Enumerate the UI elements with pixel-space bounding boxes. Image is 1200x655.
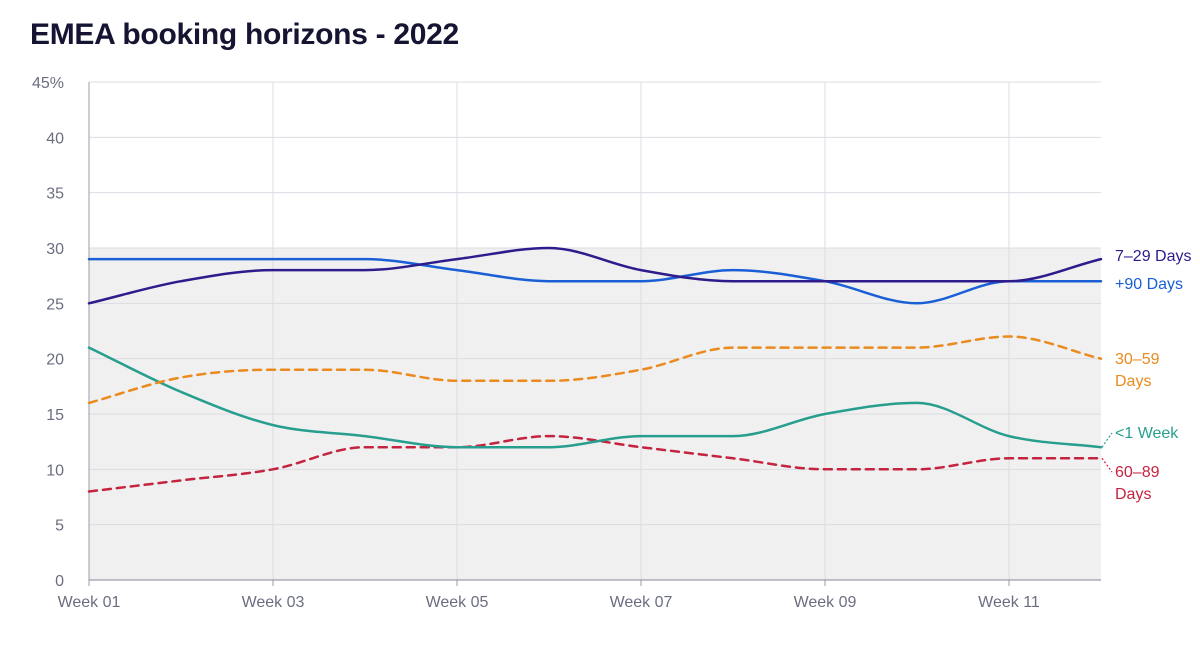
y-tick-label: 5 bbox=[55, 518, 64, 535]
y-tick-label: 10 bbox=[46, 462, 64, 479]
y-tick-label: 40 bbox=[46, 130, 64, 147]
series-line-30-59-days bbox=[87, 335, 1103, 405]
y-tick-label: 25 bbox=[46, 296, 64, 313]
x-tick-label: Week 03 bbox=[242, 594, 305, 611]
y-tick-label: 0 bbox=[55, 573, 64, 590]
series-label-1-week: <1 Week bbox=[1115, 425, 1179, 442]
y-tick-label: 30 bbox=[46, 241, 64, 258]
x-tick-label: Week 05 bbox=[426, 594, 489, 611]
chart-title: EMEA booking horizons - 2022 bbox=[30, 18, 459, 51]
x-axis: Week 01 Week 03 Week 05 Week 07 Week 09 Week … bbox=[58, 579, 1101, 611]
series-line-60-89-days bbox=[87, 434, 1103, 493]
y-tick-label: 45% bbox=[32, 75, 64, 92]
series-lines bbox=[87, 246, 1103, 493]
series-label-60-89-days: 60–89 bbox=[1115, 464, 1160, 481]
series-line-7-29-days bbox=[87, 246, 1103, 305]
y-tick-label: 35 bbox=[46, 186, 64, 203]
x-tick-label: Week 11 bbox=[978, 594, 1040, 611]
x-tick-label: Week 07 bbox=[610, 594, 673, 611]
series-label-connector bbox=[1101, 457, 1113, 473]
series-line-1-week bbox=[87, 346, 1103, 449]
x-tick-label: Week 09 bbox=[794, 594, 857, 611]
series-label-30-59-days: Days bbox=[1115, 373, 1151, 390]
series-line-90-days bbox=[87, 257, 1103, 305]
series-label-30-59-days: 30–59 bbox=[1115, 351, 1160, 368]
series-labels: 7–29 Days +90 Days 30–59 Days <1 Week 60–89 Da… bbox=[1101, 248, 1192, 503]
series-label-60-89-days: Days bbox=[1115, 486, 1151, 503]
series-label-90-days: +90 Days bbox=[1115, 276, 1183, 293]
y-axis: 0 5 10 15 20 25 30 35 40 45% bbox=[32, 75, 90, 590]
x-tick-label: Week 01 bbox=[58, 594, 121, 611]
y-tick-label: 15 bbox=[46, 407, 64, 424]
y-tick-label: 20 bbox=[46, 352, 64, 369]
series-label-connector bbox=[1101, 432, 1113, 448]
series-label-7-29-days: 7–29 Days bbox=[1115, 248, 1192, 265]
